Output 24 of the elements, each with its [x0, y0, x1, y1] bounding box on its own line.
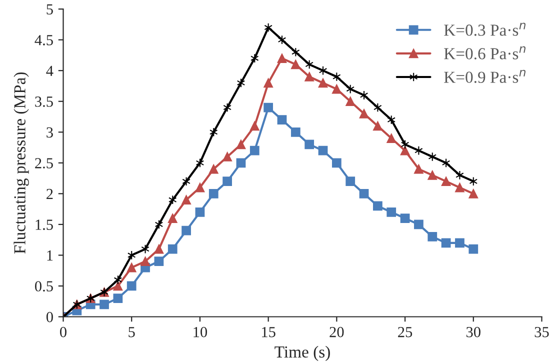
legend-label: K=0.6 Pa·s$^{n}$ [444, 46, 526, 60]
x-tick-label: 10 [194, 326, 208, 338]
y-tick-label: 2 [46, 188, 53, 199]
x-tick-label: 5 [128, 327, 135, 338]
y-axis-title: Fluctuating pressure (MPa) [14, 72, 29, 254]
x-tick-label: 15 [262, 326, 276, 338]
x-tick-label: 20 [330, 326, 344, 338]
y-tick-label: 0 [46, 312, 53, 322]
x-tick-label: 25 [398, 326, 412, 338]
legend-label: K=0.3 Pa·s$^{n}$ [444, 22, 526, 36]
x-tick-label: 30 [466, 326, 480, 338]
y-tick-label: 2.5 [35, 158, 53, 168]
y-tick-label: 1 [47, 250, 53, 261]
y-tick-label: 4.5 [34, 35, 53, 46]
y-tick-label: 0.5 [35, 281, 53, 292]
y-tick-label: 4 [46, 66, 54, 76]
y-tick-label: 3 [46, 127, 53, 138]
x-axis-title: Time (s) [274, 346, 330, 361]
y-tick-label: 5 [46, 4, 53, 14]
x-tick-label: 35 [534, 326, 549, 338]
x-tick-label: 0 [60, 326, 66, 338]
legend-label: K=0.9 Pa·s$^{n}$ [444, 70, 526, 83]
y-tick-label: 1.5 [36, 220, 53, 230]
y-tick-label: 3.5 [35, 96, 53, 107]
